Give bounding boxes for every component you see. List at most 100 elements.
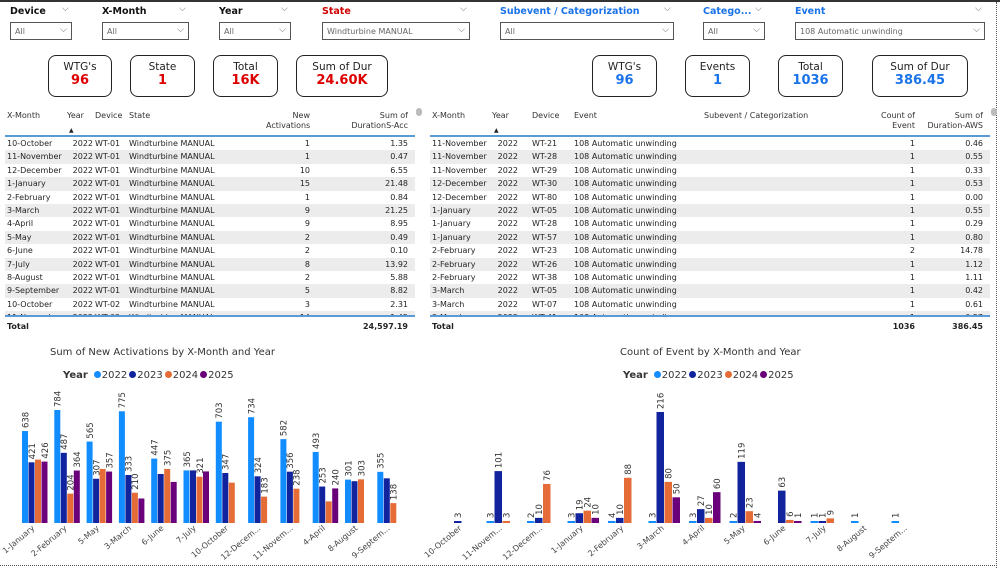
bar-2022-11-Novem...[interactable]	[280, 439, 287, 523]
column-header[interactable]: State	[129, 111, 151, 120]
filter-dropdown-device[interactable]: All ⌵	[10, 22, 72, 40]
column-header[interactable]: X-Month	[7, 111, 41, 120]
bar-2024-4-April[interactable]	[325, 501, 332, 523]
bar-2024-12-Decem...[interactable]	[543, 483, 551, 523]
bar-2023-7-July[interactable]	[818, 521, 827, 523]
bar-2024-3-March[interactable]	[664, 481, 673, 523]
chevron-down-icon[interactable]: ⌵	[975, 4, 982, 14]
bar-2025-3-March[interactable]	[672, 497, 681, 523]
bar-2024-10-October[interactable]	[228, 482, 235, 523]
bar-2025-1-January[interactable]	[591, 517, 600, 523]
table-body[interactable]: 10-October 2022 WT-01 Windturbine MANUAL 1 1.…	[5, 137, 415, 317]
bar-2024-2-February[interactable]	[624, 477, 632, 523]
bar-2022-5-May[interactable]	[86, 441, 93, 523]
legend-label-2023[interactable]: 2023	[697, 370, 723, 381]
scrollbar-thumb[interactable]	[991, 108, 997, 116]
column-header[interactable]: Count of Event	[880, 111, 915, 130]
column-header[interactable]: Event	[574, 111, 597, 120]
bar-2022-1-January[interactable]	[22, 431, 28, 523]
bar-2024-8-August[interactable]	[358, 479, 364, 523]
bar-2024-5-May[interactable]	[99, 468, 106, 523]
legend-label-2023[interactable]: 2023	[137, 370, 163, 381]
bar-2022-12-Decem...[interactable]	[248, 417, 255, 523]
column-header[interactable]: Device	[95, 111, 123, 120]
bar-2022-10-October[interactable]	[215, 421, 222, 523]
chevron-down-icon[interactable]: ⌵	[664, 4, 671, 14]
bar-2024-4-April[interactable]	[705, 517, 713, 523]
bar-2022-2-February[interactable]	[608, 520, 616, 523]
legend-marker-2024[interactable]	[164, 371, 172, 378]
bar-2024-12-Decem...[interactable]	[261, 496, 268, 523]
bar-2023-4-April[interactable]	[697, 509, 705, 523]
filter-dropdown-year[interactable]: All ⌵	[219, 22, 291, 40]
bar-2024-6-June[interactable]	[164, 468, 171, 523]
bar-2022-8-August[interactable]	[345, 479, 351, 523]
bar-2023-10-October[interactable]	[222, 472, 229, 523]
bar-2023-10-October[interactable]	[454, 521, 462, 523]
table-body[interactable]: 11-November 2022 WT-21 108 Automatic unwind…	[430, 137, 990, 317]
bar-2023-6-June[interactable]	[157, 473, 164, 523]
bar-2024-5-May[interactable]	[745, 511, 754, 523]
bar-2024-11-Novem...[interactable]	[502, 521, 511, 523]
chevron-down-icon[interactable]: ⌵	[179, 4, 186, 14]
bar-2023-9-Septem...[interactable]	[383, 478, 390, 523]
legend-marker-2025[interactable]	[200, 371, 208, 378]
legend-marker-2022[interactable]	[653, 371, 661, 378]
bar-2024-1-January[interactable]	[583, 510, 592, 523]
bar-2025-7-July[interactable]	[203, 471, 209, 523]
legend-label-2024[interactable]: 2024	[732, 370, 759, 381]
bar-2025-4-April[interactable]	[332, 488, 339, 523]
bar-2022-9-Septem...[interactable]	[377, 471, 384, 523]
bar-2022-3-March[interactable]	[648, 521, 657, 523]
bar-2024-11-Novem...[interactable]	[293, 488, 300, 523]
bar-2023-2-February[interactable]	[60, 452, 67, 523]
bar-2023-1-January[interactable]	[575, 513, 584, 523]
bar-2024-2-February[interactable]	[67, 493, 74, 523]
bar-2022-4-April[interactable]	[689, 521, 697, 523]
bar-2023-2-February[interactable]	[616, 517, 624, 523]
bar-2023-8-August[interactable]	[351, 481, 358, 523]
legend-label-2025[interactable]: 2025	[768, 370, 794, 381]
bar-2023-3-March[interactable]	[125, 475, 132, 523]
bar-2023-1-January[interactable]	[28, 462, 35, 523]
bar-2022-7-July[interactable]	[810, 521, 819, 523]
bar-2025-2-February[interactable]	[73, 470, 80, 523]
filter-dropdown-state[interactable]: Windturbine MANUAL ⌵	[322, 22, 470, 40]
legend-marker-2022[interactable]	[93, 371, 101, 378]
chevron-down-icon[interactable]: ⌵	[460, 4, 467, 14]
bar-2022-1-January[interactable]	[567, 521, 576, 523]
bar-2024-1-January[interactable]	[35, 459, 41, 523]
bar-2022-12-Decem...[interactable]	[527, 521, 535, 523]
bar-2022-9-Septem...[interactable]	[891, 521, 900, 523]
legend-label-2025[interactable]: 2025	[208, 370, 234, 381]
chevron-down-icon[interactable]: ⌵	[281, 4, 288, 14]
chevron-down-icon[interactable]: ⌵	[62, 4, 69, 14]
column-header[interactable]: Year	[67, 111, 84, 120]
chevron-down-icon[interactable]: ⌵	[755, 4, 762, 14]
bar-2023-5-May[interactable]	[93, 478, 100, 523]
column-header[interactable]: X-Month	[432, 111, 466, 120]
legend-marker-2023[interactable]	[129, 371, 137, 378]
bar-2023-11-Novem...[interactable]	[494, 471, 503, 523]
bar-2022-5-May[interactable]	[729, 521, 738, 523]
bar-2022-8-August[interactable]	[851, 521, 859, 523]
column-header[interactable]: New Activations	[266, 111, 311, 130]
bar-2022-6-June[interactable]	[151, 458, 158, 523]
bar-2023-12-Decem...[interactable]	[254, 476, 261, 523]
legend-marker-2024[interactable]	[724, 371, 732, 378]
column-header[interactable]: Device	[532, 111, 560, 120]
bar-2025-4-April[interactable]	[713, 492, 721, 523]
scrollbar-thumb[interactable]	[416, 108, 422, 116]
bar-2025-6-June[interactable]	[170, 481, 177, 523]
filter-dropdown-subevent-categorization[interactable]: All ⌵	[500, 22, 674, 40]
bar-2023-4-April[interactable]	[319, 486, 326, 523]
bar-2025-3-March[interactable]	[138, 498, 145, 523]
sort-ascending-icon[interactable]: ▲	[494, 127, 499, 134]
legend-label-2022[interactable]: 2022	[101, 370, 128, 381]
bar-2023-3-March[interactable]	[656, 412, 665, 523]
filter-dropdown-catego-[interactable]: All ⌵	[703, 22, 765, 40]
bar-2022-7-July[interactable]	[183, 470, 190, 523]
bar-2023-6-June[interactable]	[778, 490, 786, 523]
bar-2022-4-April[interactable]	[312, 451, 319, 523]
bar-2023-12-Decem...[interactable]	[535, 517, 543, 523]
